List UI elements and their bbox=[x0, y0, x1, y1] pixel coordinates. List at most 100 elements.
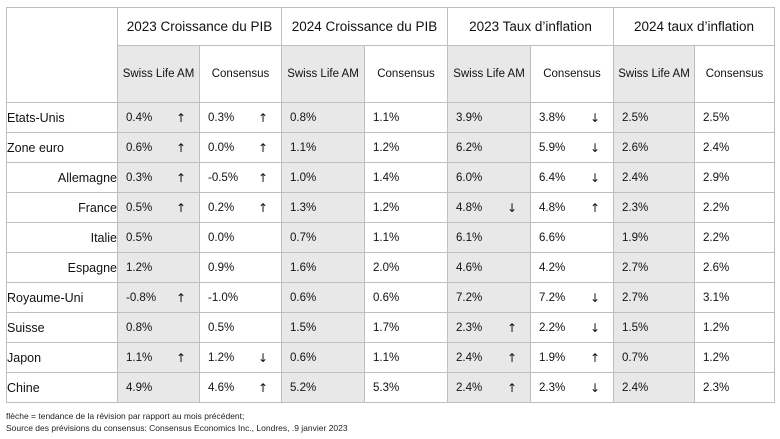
value-text: 0.2% bbox=[208, 201, 235, 214]
arrow-up-icon: ↑ bbox=[589, 350, 601, 365]
swiss-life-value-cell: 0.8% bbox=[117, 312, 200, 343]
value-text: 2.2% bbox=[539, 321, 566, 334]
consensus-value-cell: 1.1% bbox=[364, 222, 448, 253]
swiss-life-value-cell: 1.3% bbox=[281, 192, 365, 223]
table-row: Italie 0.5% 0.0% 0.7% 1.1% 6.1% 6.6% 1.9% 2.2% bbox=[6, 222, 776, 253]
swiss-life-value-cell: 2.4% bbox=[613, 372, 696, 403]
forecast-table: 2023 Croissance du PIB 2024 Croissance d… bbox=[6, 7, 776, 403]
consensus-value-cell: 3.1% bbox=[694, 282, 776, 313]
value-text: 2.4% bbox=[622, 381, 649, 394]
swiss-life-value-cell: 6.1% bbox=[447, 222, 531, 253]
value-text: 2.3% bbox=[703, 381, 730, 394]
swiss-life-value-cell: 0.4% ↑ bbox=[117, 102, 200, 133]
consensus-value-cell: -1.0% bbox=[199, 282, 282, 313]
swiss-life-value-cell: 2.4% bbox=[613, 162, 696, 193]
value-text: 4.8% bbox=[539, 201, 566, 214]
country-label: Etats-Unis bbox=[6, 102, 118, 133]
value-text: 3.8% bbox=[539, 111, 566, 124]
value-text: 1.0% bbox=[290, 171, 317, 184]
table-row: Suisse 0.8% 0.5% 1.5% 1.7% 2.3% ↑ 2.2% ↓ 1.5% 1.2% bbox=[6, 312, 776, 343]
consensus-value-cell: 0.9% bbox=[199, 252, 282, 283]
swiss-life-value-cell: 2.7% bbox=[613, 282, 696, 313]
arrow-up-icon: ↑ bbox=[589, 200, 601, 215]
swiss-life-value-cell: 6.2% bbox=[447, 132, 531, 163]
consensus-value-cell: 1.2% bbox=[694, 342, 776, 373]
swiss-life-value-cell: 4.8% ↓ bbox=[447, 192, 531, 223]
table-row: Zone euro 0.6% ↑ 0.0% ↑ 1.1% 1.2% 6.2% 5.9% ↓ 2.6%… bbox=[6, 132, 776, 163]
value-text: 2.3% bbox=[622, 201, 649, 214]
table-row: France 0.5% ↑ 0.2% ↑ 1.3% 1.2% 4.8% ↓ 4.8% ↑ 2.3% 2.… bbox=[6, 192, 776, 223]
footnote-source: Source des prévisions du consensus: Cons… bbox=[6, 423, 348, 433]
arrow-up-icon: ↑ bbox=[506, 320, 518, 335]
value-text: 6.6% bbox=[539, 231, 566, 244]
consensus-value-cell: 4.8% ↑ bbox=[529, 192, 615, 223]
consensus-value-cell: 0.2% ↑ bbox=[199, 192, 282, 223]
swiss-life-value-cell: 4.9% bbox=[117, 372, 200, 403]
value-text: 0.3% bbox=[126, 171, 153, 184]
value-text: 2.6% bbox=[622, 141, 649, 154]
swiss-life-value-cell: 1.2% bbox=[117, 252, 200, 283]
swiss-life-value-cell: 1.0% bbox=[281, 162, 365, 193]
arrow-up-icon: ↑ bbox=[175, 140, 187, 155]
value-text: 0.8% bbox=[126, 321, 153, 334]
group-header-row: 2023 Croissance du PIB 2024 Croissance d… bbox=[6, 7, 776, 103]
arrow-up-icon: ↑ bbox=[175, 350, 187, 365]
consensus-value-cell: 2.2% ↓ bbox=[529, 312, 615, 343]
value-text: 1.7% bbox=[373, 321, 400, 334]
consensus-value-cell: 2.6% bbox=[694, 252, 776, 283]
table-body: Etats-Unis 0.4% ↑ 0.3% ↑ 0.8% 1.1% 3.9% 3.8% ↓ 2.5… bbox=[6, 102, 776, 403]
value-text: 5.9% bbox=[539, 141, 566, 154]
value-text: 1.6% bbox=[290, 261, 317, 274]
consensus-value-cell: 2.4% bbox=[694, 132, 776, 163]
value-text: 4.9% bbox=[126, 381, 153, 394]
subheader-swiss-life: Swiss Life AM bbox=[447, 45, 531, 103]
value-text: 0.0% bbox=[208, 141, 235, 154]
swiss-life-value-cell: 4.6% bbox=[447, 252, 531, 283]
consensus-value-cell: 1.1% bbox=[364, 342, 448, 373]
value-text: 7.2% bbox=[456, 291, 483, 304]
value-text: 0.6% bbox=[290, 351, 317, 364]
consensus-value-cell: 1.2% bbox=[694, 312, 776, 343]
sub-header-row: Swiss Life AM Consensus Swiss Life AM Co… bbox=[7, 45, 776, 103]
consensus-value-cell: 2.3% ↓ bbox=[529, 372, 615, 403]
group-header-gdp-2023: 2023 Croissance du PIB bbox=[117, 7, 282, 46]
value-text: 2.0% bbox=[373, 261, 400, 274]
table-row: Chine 4.9% 4.6% ↑ 5.2% 5.3% 2.4% ↑ 2.3% ↓ 2.4% 2.3% bbox=[6, 372, 776, 403]
consensus-value-cell: 2.5% bbox=[694, 102, 776, 133]
country-label: Suisse bbox=[6, 312, 118, 343]
value-text: 1.3% bbox=[290, 201, 317, 214]
swiss-life-value-cell: 1.1% ↑ bbox=[117, 342, 200, 373]
swiss-life-value-cell: 0.7% bbox=[281, 222, 365, 253]
arrow-down-icon: ↓ bbox=[589, 110, 601, 125]
subheader-consensus: Consensus bbox=[199, 45, 282, 103]
value-text: 0.5% bbox=[126, 231, 153, 244]
subheader-consensus: Consensus bbox=[694, 45, 776, 103]
value-text: 0.6% bbox=[290, 291, 317, 304]
swiss-life-value-cell: 0.3% ↑ bbox=[117, 162, 200, 193]
consensus-value-cell: 2.9% bbox=[694, 162, 776, 193]
arrow-down-icon: ↓ bbox=[589, 380, 601, 395]
swiss-life-value-cell: 3.9% bbox=[447, 102, 531, 133]
value-text: 1.2% bbox=[703, 351, 730, 364]
value-text: 0.9% bbox=[208, 261, 235, 274]
arrow-down-icon: ↓ bbox=[589, 170, 601, 185]
value-text: 4.6% bbox=[456, 261, 483, 274]
consensus-value-cell: 2.2% bbox=[694, 192, 776, 223]
consensus-value-cell: 1.7% bbox=[364, 312, 448, 343]
swiss-life-value-cell: 2.7% bbox=[613, 252, 696, 283]
arrow-up-icon: ↑ bbox=[257, 110, 269, 125]
value-text: 6.1% bbox=[456, 231, 483, 244]
table-row: Royaume-Uni -0.8% ↑ -1.0% 0.6% 0.6% 7.2% 7.2% ↓ 2… bbox=[6, 282, 776, 313]
value-text: 0.6% bbox=[126, 141, 153, 154]
value-text: 5.2% bbox=[290, 381, 317, 394]
value-text: 4.6% bbox=[208, 381, 235, 394]
table-row: Espagne 1.2% 0.9% 1.6% 2.0% 4.6% 4.2% 2.7% 2.6% bbox=[6, 252, 776, 283]
arrow-up-icon: ↑ bbox=[257, 140, 269, 155]
subheader-consensus: Consensus bbox=[529, 45, 615, 103]
value-text: 2.6% bbox=[703, 261, 730, 274]
swiss-life-value-cell: 1.5% bbox=[613, 312, 696, 343]
country-label: Zone euro bbox=[6, 132, 118, 163]
value-text: 3.9% bbox=[456, 111, 483, 124]
value-text: 2.5% bbox=[703, 111, 730, 124]
country-label: Italie bbox=[6, 222, 118, 253]
